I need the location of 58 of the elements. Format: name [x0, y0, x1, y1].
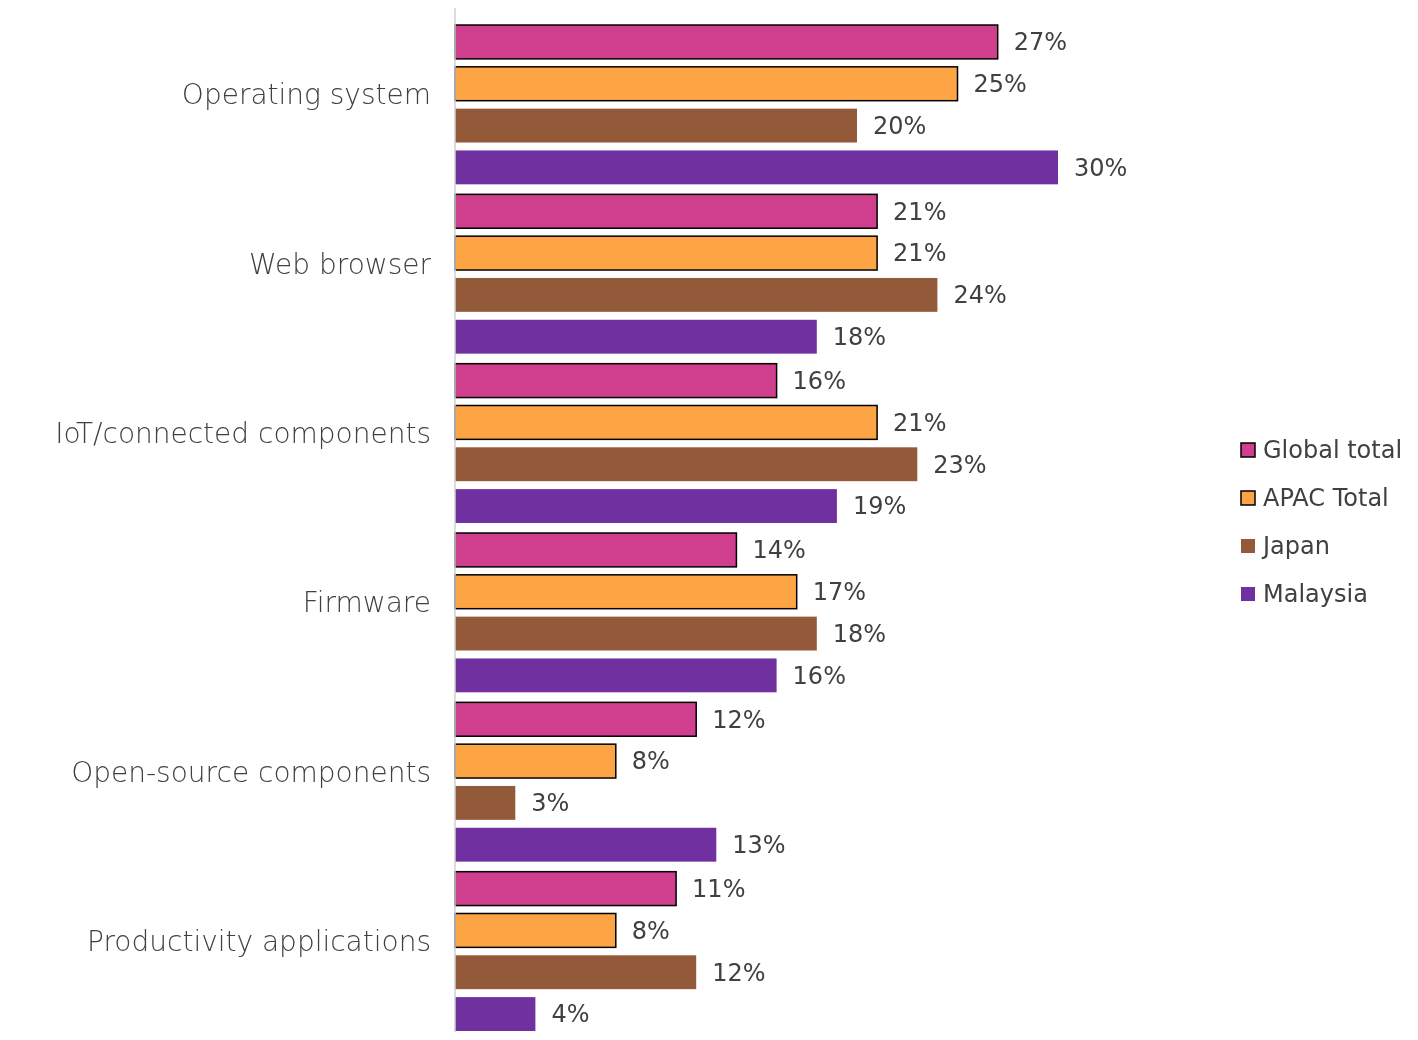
bar: [454, 701, 697, 737]
bar: [455, 955, 697, 990]
legend-label: Japan: [1261, 532, 1330, 561]
bar: [455, 150, 1058, 185]
data-label: 8%: [631, 747, 670, 776]
data-label: 23%: [933, 450, 987, 479]
data-label: 17%: [812, 578, 867, 607]
data-label: 4%: [551, 1000, 590, 1029]
bar: [454, 870, 677, 907]
y-tick-label: Firmware: [302, 586, 431, 620]
data-label: 13%: [732, 831, 786, 860]
y-tick-label: Productivity applications: [87, 925, 431, 959]
data-label: 30%: [1074, 153, 1128, 182]
data-label: 20%: [873, 111, 927, 140]
bar: [455, 319, 817, 354]
legend-label: Global total: [1263, 436, 1403, 465]
bar: [455, 616, 817, 651]
bar: [455, 489, 837, 523]
bar: [454, 362, 778, 399]
bar: [454, 404, 878, 441]
bar: [454, 532, 738, 568]
data-label: 16%: [792, 661, 846, 690]
data-label: 8%: [631, 916, 670, 945]
data-label: 18%: [832, 323, 887, 352]
bar: [455, 658, 777, 693]
legend-label: Malaysia: [1263, 580, 1368, 609]
bar: [455, 827, 717, 862]
bar: [454, 912, 617, 949]
y-tick-label: IoT/connected components: [55, 417, 431, 451]
data-label: 21%: [893, 239, 947, 268]
y-tick-label: Web browser: [249, 247, 432, 281]
bar: [454, 574, 798, 610]
bar: [455, 997, 536, 1031]
bar: [454, 66, 959, 102]
data-label: 21%: [893, 408, 947, 437]
data-label: 18%: [832, 619, 887, 648]
bar: [455, 447, 918, 482]
data-label: 27%: [1013, 28, 1068, 57]
data-label: 25%: [973, 70, 1027, 99]
data-label: 16%: [792, 367, 846, 396]
data-label: 11%: [692, 875, 746, 904]
bar: [454, 24, 999, 60]
data-label: 12%: [712, 958, 766, 987]
data-label: 3%: [531, 789, 570, 818]
data-label: 14%: [752, 536, 806, 565]
data-label: 19%: [852, 492, 907, 521]
bar: [454, 235, 878, 271]
data-label: 12%: [712, 705, 766, 734]
y-tick-label: Operating system: [181, 78, 431, 112]
bar: [455, 277, 938, 312]
bar: [454, 193, 878, 229]
bar: [455, 785, 516, 820]
y-tick-label: Open-source components: [71, 755, 431, 789]
bar: [454, 743, 617, 779]
bar: [455, 108, 857, 143]
data-label: 21%: [893, 197, 947, 226]
legend-label: APAC Total: [1263, 484, 1389, 513]
data-label: 24%: [953, 281, 1007, 310]
